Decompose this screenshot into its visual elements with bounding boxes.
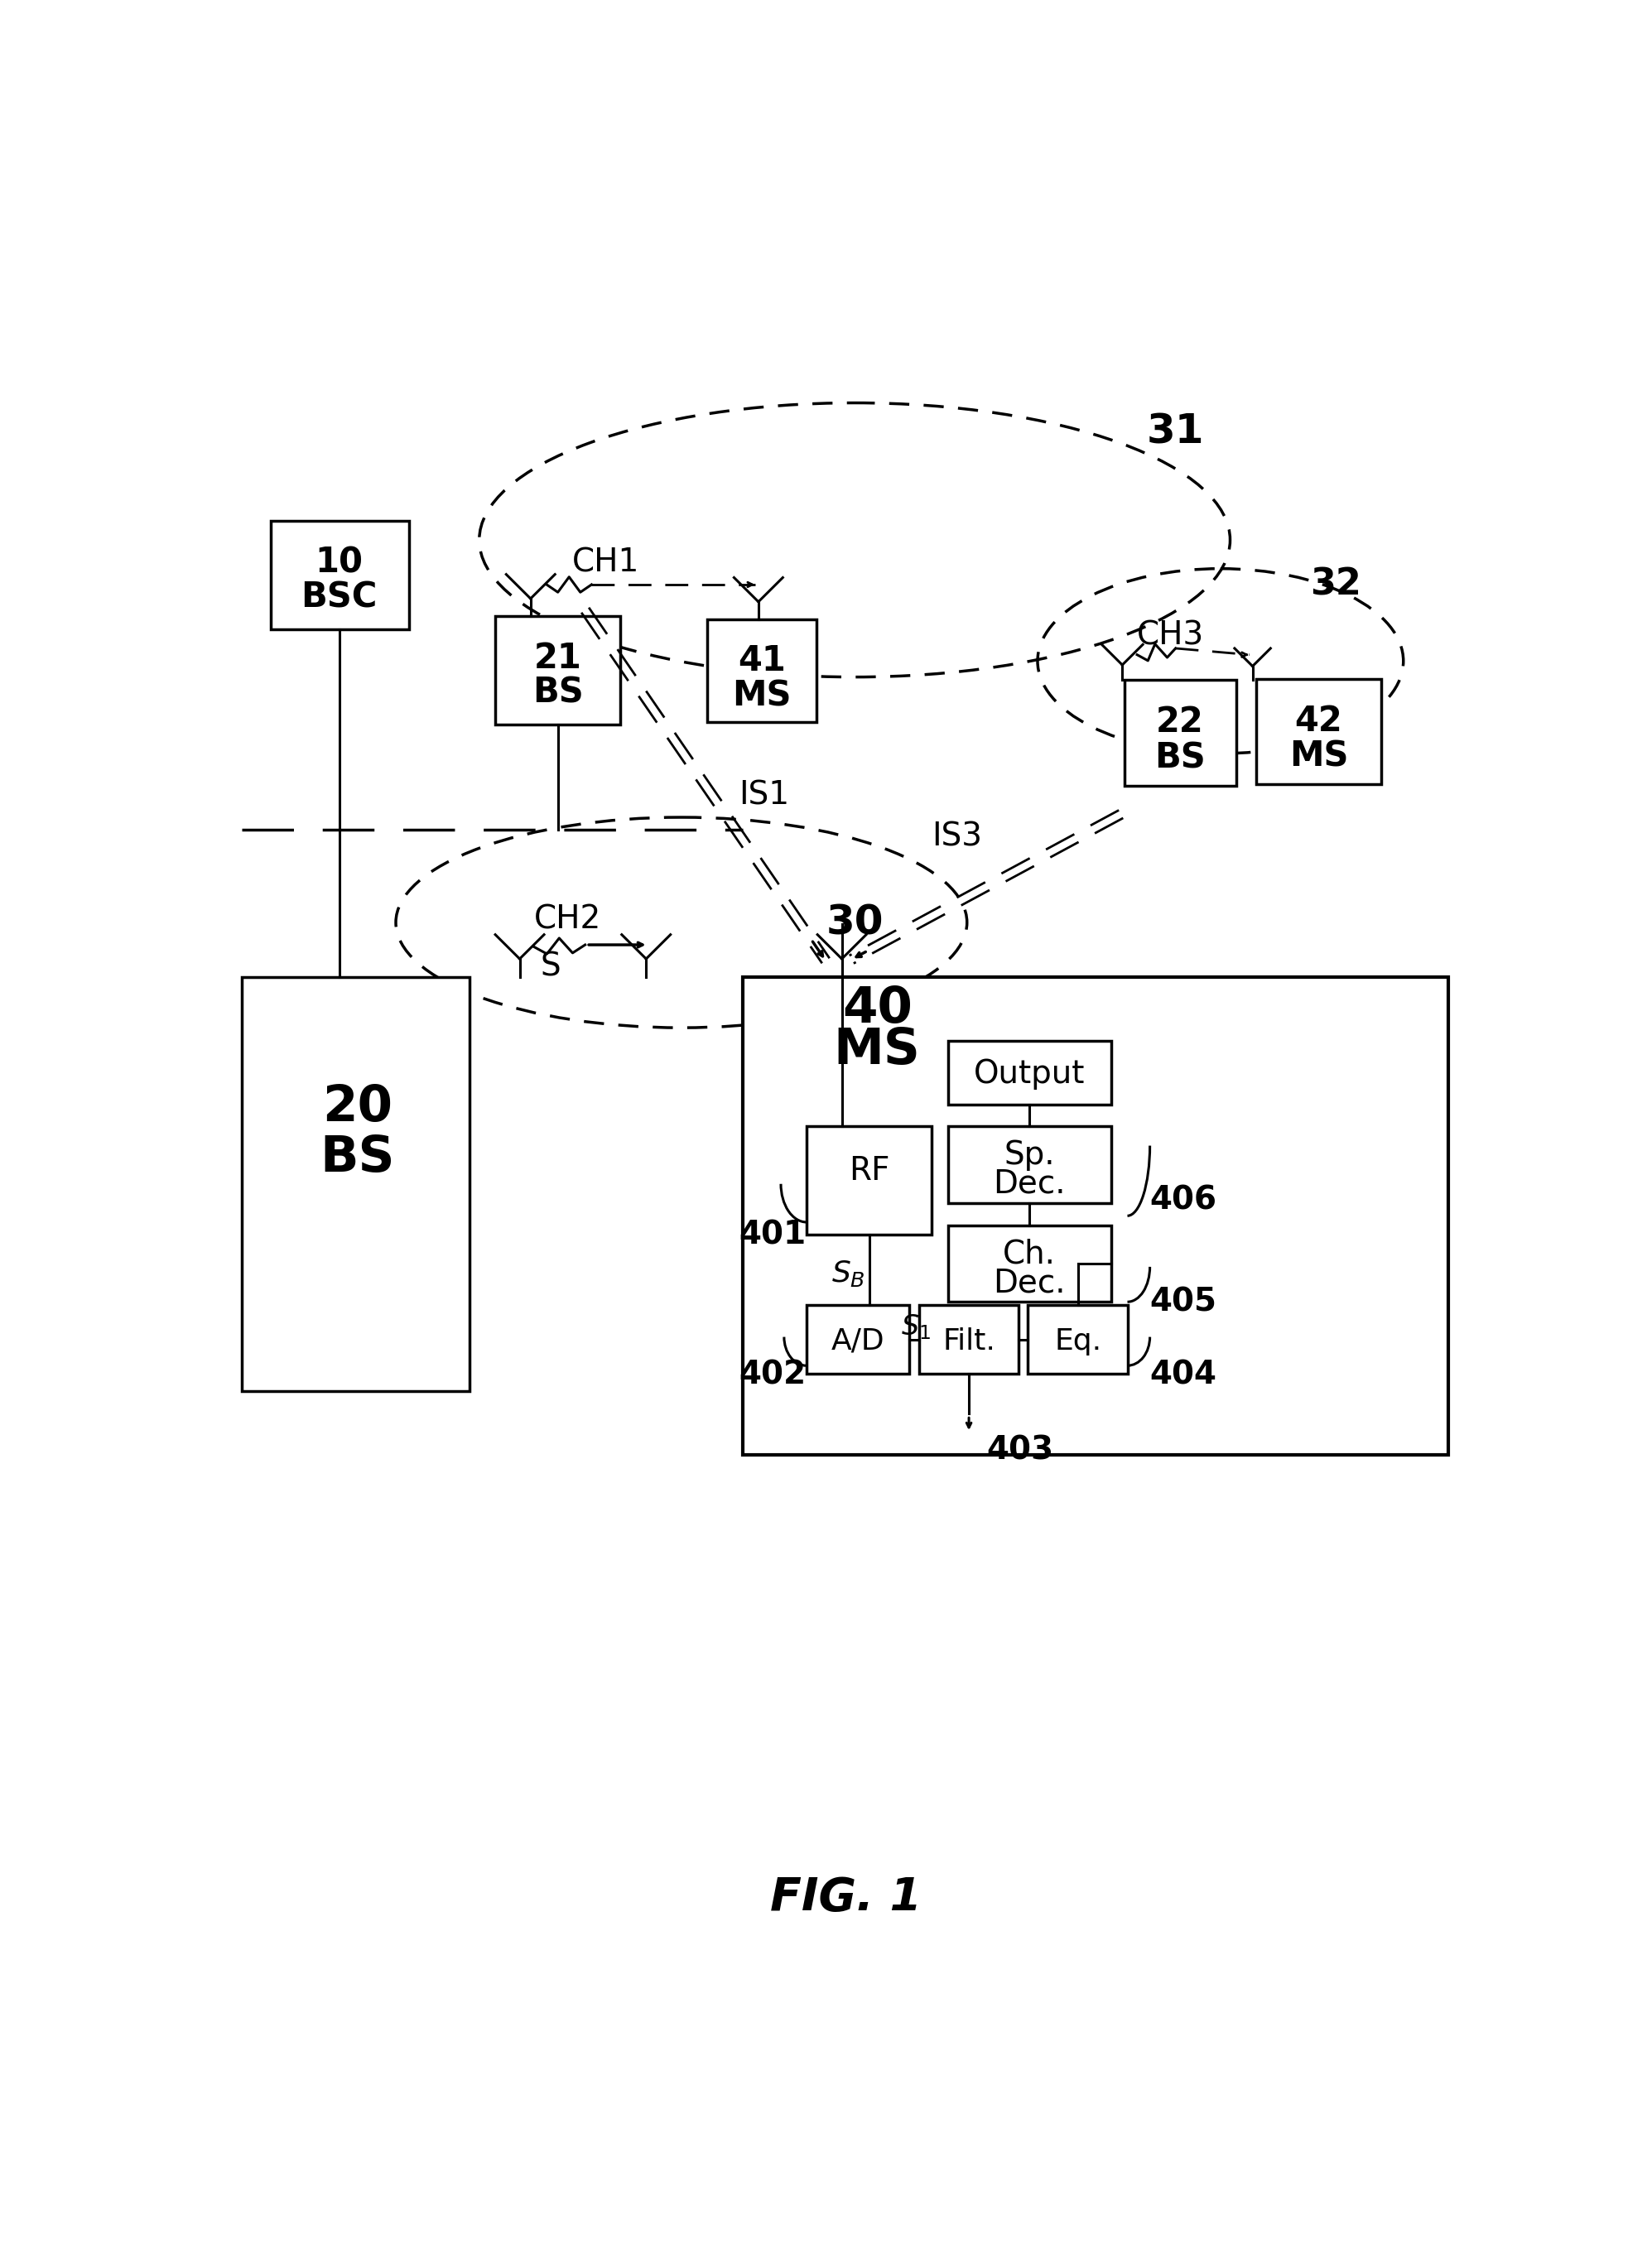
Bar [948,1225,1112,1302]
Text: FIG. 1: FIG. 1 [770,1876,922,1921]
Text: BSC: BSC [301,581,378,615]
Text: BS: BS [532,676,583,710]
Text: Sp.: Sp. [1004,1139,1054,1170]
Text: 402: 402 [738,1359,806,1390]
Bar [496,617,621,726]
Text: $S_1$: $S_1$ [900,1313,930,1343]
Text: MS: MS [732,678,791,714]
Text: S: S [540,950,560,982]
Text: Eq.: Eq. [1054,1327,1102,1356]
Text: 22: 22 [1156,705,1204,739]
Text: Dec.: Dec. [993,1168,1066,1200]
Bar [241,978,469,1390]
Text: 40: 40 [843,984,912,1032]
Text: IS1: IS1 [738,780,790,810]
Bar [948,1127,1112,1202]
Bar [271,522,408,628]
Text: 31: 31 [1146,413,1204,451]
Text: Filt.: Filt. [942,1327,996,1356]
Bar [806,1127,932,1234]
Text: $S_B$: $S_B$ [831,1259,866,1288]
Text: MS: MS [1289,739,1348,773]
Text: Dec.: Dec. [993,1268,1066,1300]
Text: 404: 404 [1150,1359,1218,1390]
Text: A/D: A/D [831,1327,884,1356]
Bar [742,978,1449,1454]
Text: Ch.: Ch. [1003,1238,1056,1270]
Text: 405: 405 [1150,1286,1218,1318]
Text: 32: 32 [1310,567,1361,603]
Bar [1125,680,1236,785]
Text: 42: 42 [1295,703,1343,739]
Bar [1256,678,1381,785]
Text: RF: RF [849,1154,890,1186]
Text: 10: 10 [316,544,363,581]
Text: CH2: CH2 [534,903,601,934]
Bar [806,1304,909,1374]
Text: 406: 406 [1150,1184,1218,1216]
Text: CH3: CH3 [1137,619,1204,651]
Text: IS3: IS3 [932,821,983,853]
Text: BS: BS [320,1134,395,1184]
Bar [948,1041,1112,1105]
Text: MS: MS [834,1025,920,1075]
Bar [1028,1304,1127,1374]
Text: BS: BS [1155,742,1206,776]
Text: 401: 401 [738,1220,806,1250]
Text: Output: Output [973,1059,1085,1091]
Text: CH1: CH1 [572,547,639,578]
Text: 403: 403 [986,1436,1054,1465]
Bar [707,619,816,721]
Bar [919,1304,1018,1374]
Text: 20: 20 [322,1084,393,1132]
Text: 21: 21 [534,640,582,676]
Text: 30: 30 [826,903,884,943]
Text: 41: 41 [738,644,786,678]
